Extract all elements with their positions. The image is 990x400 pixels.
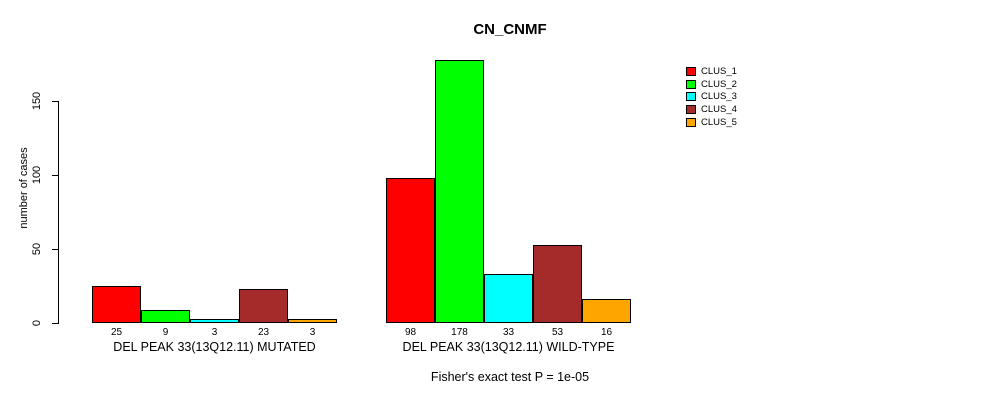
- bar-clus_5-group1: [582, 299, 631, 323]
- y-axis-tick-150: [52, 101, 59, 102]
- bar-clus_5-group0: [288, 319, 337, 323]
- bar-clus_3-group1: [484, 274, 533, 323]
- bar-clus_4-group1: [533, 245, 582, 323]
- legend-label: CLUS_2: [701, 78, 737, 90]
- y-axis-tick-100: [52, 175, 59, 176]
- bar-clus_1-group0: [92, 286, 141, 323]
- bar-value-label: 23: [257, 327, 270, 338]
- bar-clus_4-group0: [239, 289, 288, 323]
- legend-swatch-clus_3: [686, 92, 696, 102]
- bar-value-label: 16: [600, 327, 613, 338]
- legend-label: CLUS_1: [701, 65, 737, 77]
- legend-item-clus_1: CLUS_1: [686, 65, 737, 78]
- y-axis-tick-label-50: 50: [31, 242, 43, 256]
- y-axis-tick-label-150: 150: [31, 91, 43, 111]
- y-axis-tick-50: [52, 249, 59, 250]
- bar-value-label: 98: [404, 327, 417, 338]
- bar-value-label: 3: [211, 327, 218, 338]
- legend-swatch-clus_2: [686, 79, 696, 89]
- bar-clus_2-group0: [141, 310, 190, 323]
- fisher-test-note: Fisher's exact test P = 1e-05: [430, 370, 590, 384]
- bar-clus_1-group1: [386, 178, 435, 323]
- legend-label: CLUS_5: [701, 116, 737, 128]
- legend-item-clus_5: CLUS_5: [686, 116, 737, 129]
- legend-item-clus_2: CLUS_2: [686, 78, 737, 91]
- y-axis-tick-0: [52, 323, 59, 324]
- y-axis-tick-label-100: 100: [31, 165, 43, 185]
- y-axis-tick-label-0: 0: [31, 319, 43, 327]
- bar-clus_3-group0: [190, 319, 239, 323]
- group-label-wild-type: DEL PEAK 33(13Q12.11) WILD-TYPE: [402, 340, 615, 354]
- legend-swatch-clus_5: [686, 117, 696, 127]
- bar-value-label: 178: [451, 327, 468, 338]
- bar-value-label: 3: [309, 327, 316, 338]
- bar-value-label: 9: [162, 327, 169, 338]
- bar-value-label: 33: [502, 327, 515, 338]
- legend-item-clus_3: CLUS_3: [686, 90, 737, 103]
- legend: CLUS_1 CLUS_2 CLUS_3 CLUS_4 CLUS_5: [686, 65, 737, 128]
- legend-swatch-clus_1: [686, 66, 696, 76]
- legend-item-clus_4: CLUS_4: [686, 103, 737, 116]
- bar-value-label: 25: [110, 327, 123, 338]
- bar-clus_2-group1: [435, 60, 484, 323]
- y-axis-line: [58, 101, 59, 323]
- chart-title: CN_CNMF: [473, 21, 547, 38]
- bar-value-label: 53: [551, 327, 564, 338]
- group-label-mutated: DEL PEAK 33(13Q12.11) MUTATED: [113, 340, 316, 354]
- legend-label: CLUS_3: [701, 91, 737, 103]
- legend-swatch-clus_4: [686, 104, 696, 114]
- legend-label: CLUS_4: [701, 103, 737, 115]
- y-axis-label: number of cases: [18, 147, 30, 229]
